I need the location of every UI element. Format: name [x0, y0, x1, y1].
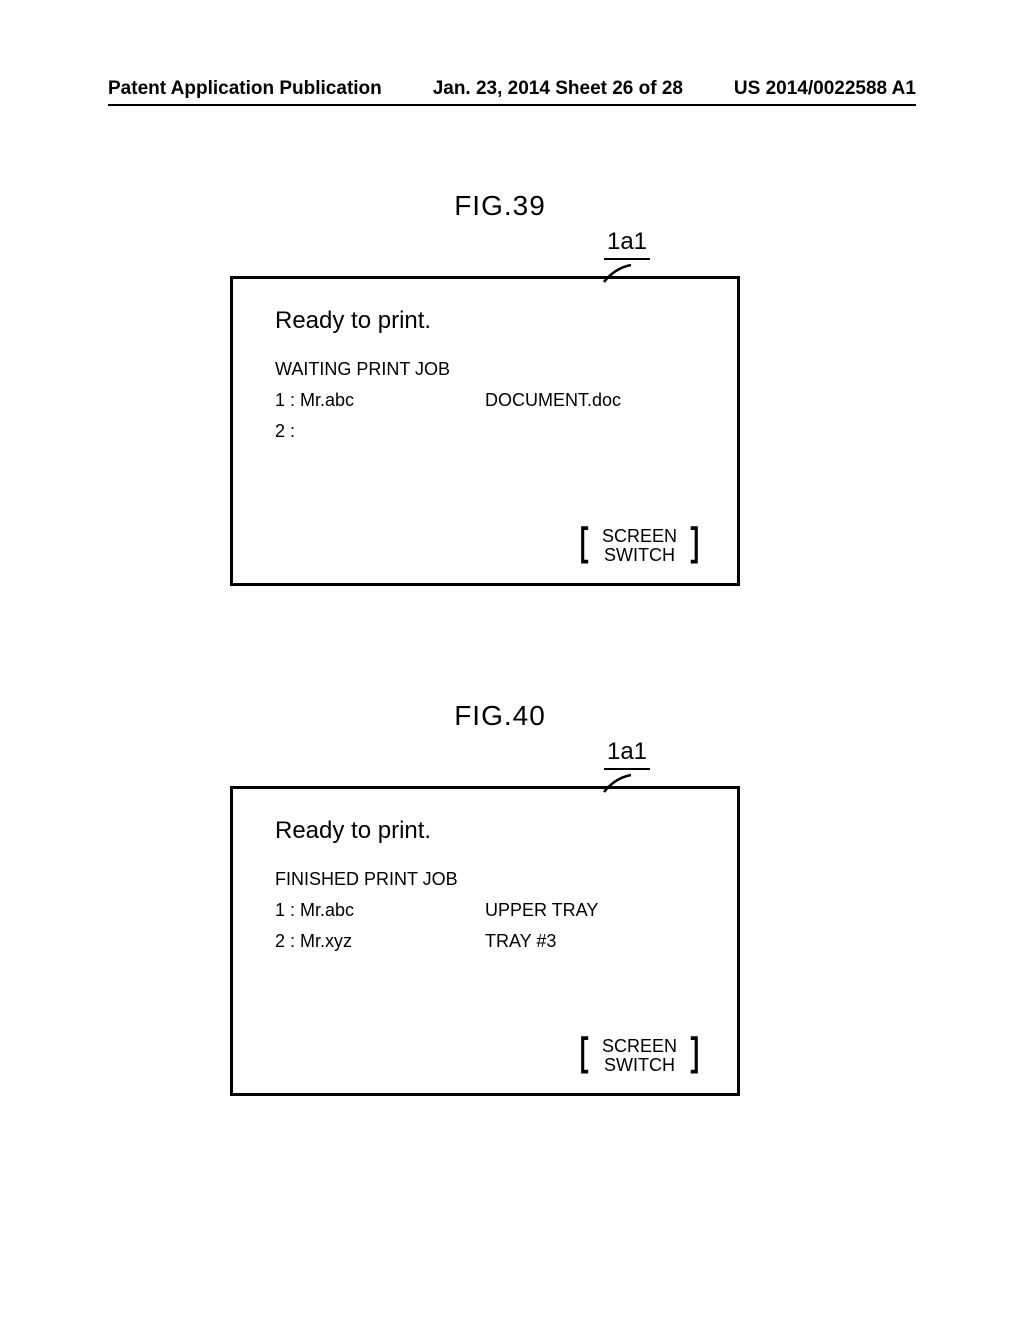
status-text: Ready to print. — [275, 307, 707, 335]
bracket-left-icon: [ — [577, 530, 591, 562]
screen-switch-button[interactable]: [ SCREEN SWITCH ] — [572, 1037, 707, 1075]
header-rule — [108, 104, 916, 106]
callout-underline — [604, 258, 650, 260]
figure-title: FIG.40 — [230, 700, 770, 732]
header-left: Patent Application Publication — [108, 78, 382, 100]
button-label: SCREEN SWITCH — [596, 1037, 683, 1075]
job-user: 2 : Mr.xyz — [275, 931, 485, 952]
callout-text: 1a1 — [607, 738, 647, 765]
figure-40: FIG.40 1a1 Ready to print. FINISHED PRIN… — [230, 700, 770, 1096]
status-text: Ready to print. — [275, 817, 707, 845]
section-label: WAITING PRINT JOB — [275, 359, 707, 380]
callout-label: 1a1 — [604, 228, 650, 260]
header-right: US 2014/0022588 A1 — [734, 78, 916, 100]
bracket-right-icon: ] — [688, 530, 702, 562]
job-detail: UPPER TRAY — [485, 900, 707, 921]
printer-panel: Ready to print. FINISHED PRINT JOB 1 : M… — [230, 786, 740, 1096]
job-user: 2 : — [275, 421, 485, 442]
job-user: 1 : Mr.abc — [275, 900, 485, 921]
button-line2: SWITCH — [602, 1056, 677, 1075]
job-row: 1 : Mr.abc UPPER TRAY — [275, 900, 707, 921]
figure-39: FIG.39 1a1 Ready to print. WAITING PRINT… — [230, 190, 770, 586]
screen-switch-button[interactable]: [ SCREEN SWITCH ] — [572, 527, 707, 565]
job-row: 2 : Mr.xyz TRAY #3 — [275, 931, 707, 952]
page-header: Patent Application Publication Jan. 23, … — [108, 78, 916, 100]
job-detail: DOCUMENT.doc — [485, 390, 707, 411]
job-user: 1 : Mr.abc — [275, 390, 485, 411]
header-center: Jan. 23, 2014 Sheet 26 of 28 — [433, 78, 683, 100]
button-line1: SCREEN — [602, 527, 677, 546]
bracket-left-icon: [ — [577, 1040, 591, 1072]
section-label: FINISHED PRINT JOB — [275, 869, 707, 890]
button-line2: SWITCH — [602, 546, 677, 565]
button-label: SCREEN SWITCH — [596, 527, 683, 565]
bracket-right-icon: ] — [688, 1040, 702, 1072]
callout-underline — [604, 768, 650, 770]
printer-panel: Ready to print. WAITING PRINT JOB 1 : Mr… — [230, 276, 740, 586]
job-detail: TRAY #3 — [485, 931, 707, 952]
job-row: 2 : — [275, 421, 707, 442]
button-line1: SCREEN — [602, 1037, 677, 1056]
job-row: 1 : Mr.abc DOCUMENT.doc — [275, 390, 707, 411]
callout-text: 1a1 — [607, 228, 647, 255]
job-detail — [485, 421, 707, 442]
figure-title: FIG.39 — [230, 190, 770, 222]
callout-label: 1a1 — [604, 738, 650, 770]
